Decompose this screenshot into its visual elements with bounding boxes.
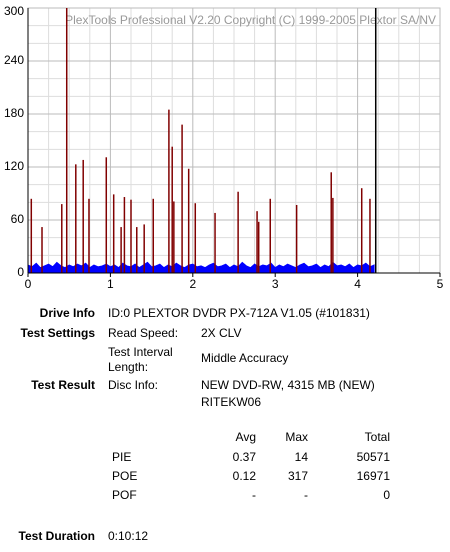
cell: 0.37 — [232, 450, 256, 464]
y-tick-label: 180 — [4, 106, 24, 120]
column-header: Max — [285, 430, 308, 444]
y-tick-label: 60 — [11, 212, 25, 226]
label: Test Settings — [20, 326, 95, 340]
cell: - — [252, 488, 256, 502]
y-tick-label: 0 — [17, 265, 24, 279]
label: Test Result — [31, 378, 95, 392]
label: Disc Info: — [108, 378, 159, 392]
value: ID:0 PLEXTOR DVDR PX-712A V1.05 (#101831… — [108, 306, 370, 320]
row-label: POF — [112, 488, 137, 502]
value: 0:10:12 — [108, 529, 149, 543]
cell: 0 — [383, 488, 390, 502]
x-tick-label: 3 — [272, 277, 279, 291]
label: Drive Info — [39, 306, 95, 320]
cell: 0.12 — [232, 469, 256, 483]
row-label: POE — [112, 469, 138, 483]
cell: 16971 — [356, 469, 390, 483]
x-tick-label: 1 — [107, 277, 114, 291]
x-tick-label: 4 — [354, 277, 361, 291]
value: RITEKW06 — [201, 395, 262, 409]
cell: - — [304, 488, 308, 502]
value: 2X CLV — [201, 326, 242, 340]
cell: 317 — [287, 469, 308, 483]
column-header: Total — [364, 430, 390, 444]
label: Test Duration — [18, 529, 95, 543]
x-tick-label: 5 — [437, 277, 444, 291]
y-tick-label: 300 — [4, 4, 24, 18]
annotation: PlexTools Professional V2.20 Copyright (… — [65, 13, 436, 27]
cell: 14 — [294, 450, 308, 464]
value: Middle Accuracy — [201, 351, 289, 365]
column-header: Avg — [235, 430, 256, 444]
label: Read Speed: — [108, 326, 179, 340]
value: NEW DVD-RW, 4315 MB (NEW) — [201, 378, 375, 392]
row-label: PIE — [112, 450, 132, 464]
y-tick-label: 240 — [4, 53, 24, 67]
chart: 0 60 120 180 240 300 0 1 2 3 4 5 PlexTools Professio… — [4, 4, 444, 291]
label: Test Interval — [108, 345, 173, 359]
cell: 50571 — [356, 450, 390, 464]
x-tick-label: 0 — [25, 277, 32, 291]
label: Length: — [108, 360, 149, 374]
x-tick-label: 2 — [189, 277, 196, 291]
pie-area — [27, 261, 375, 274]
y-tick-label: 120 — [4, 159, 24, 173]
